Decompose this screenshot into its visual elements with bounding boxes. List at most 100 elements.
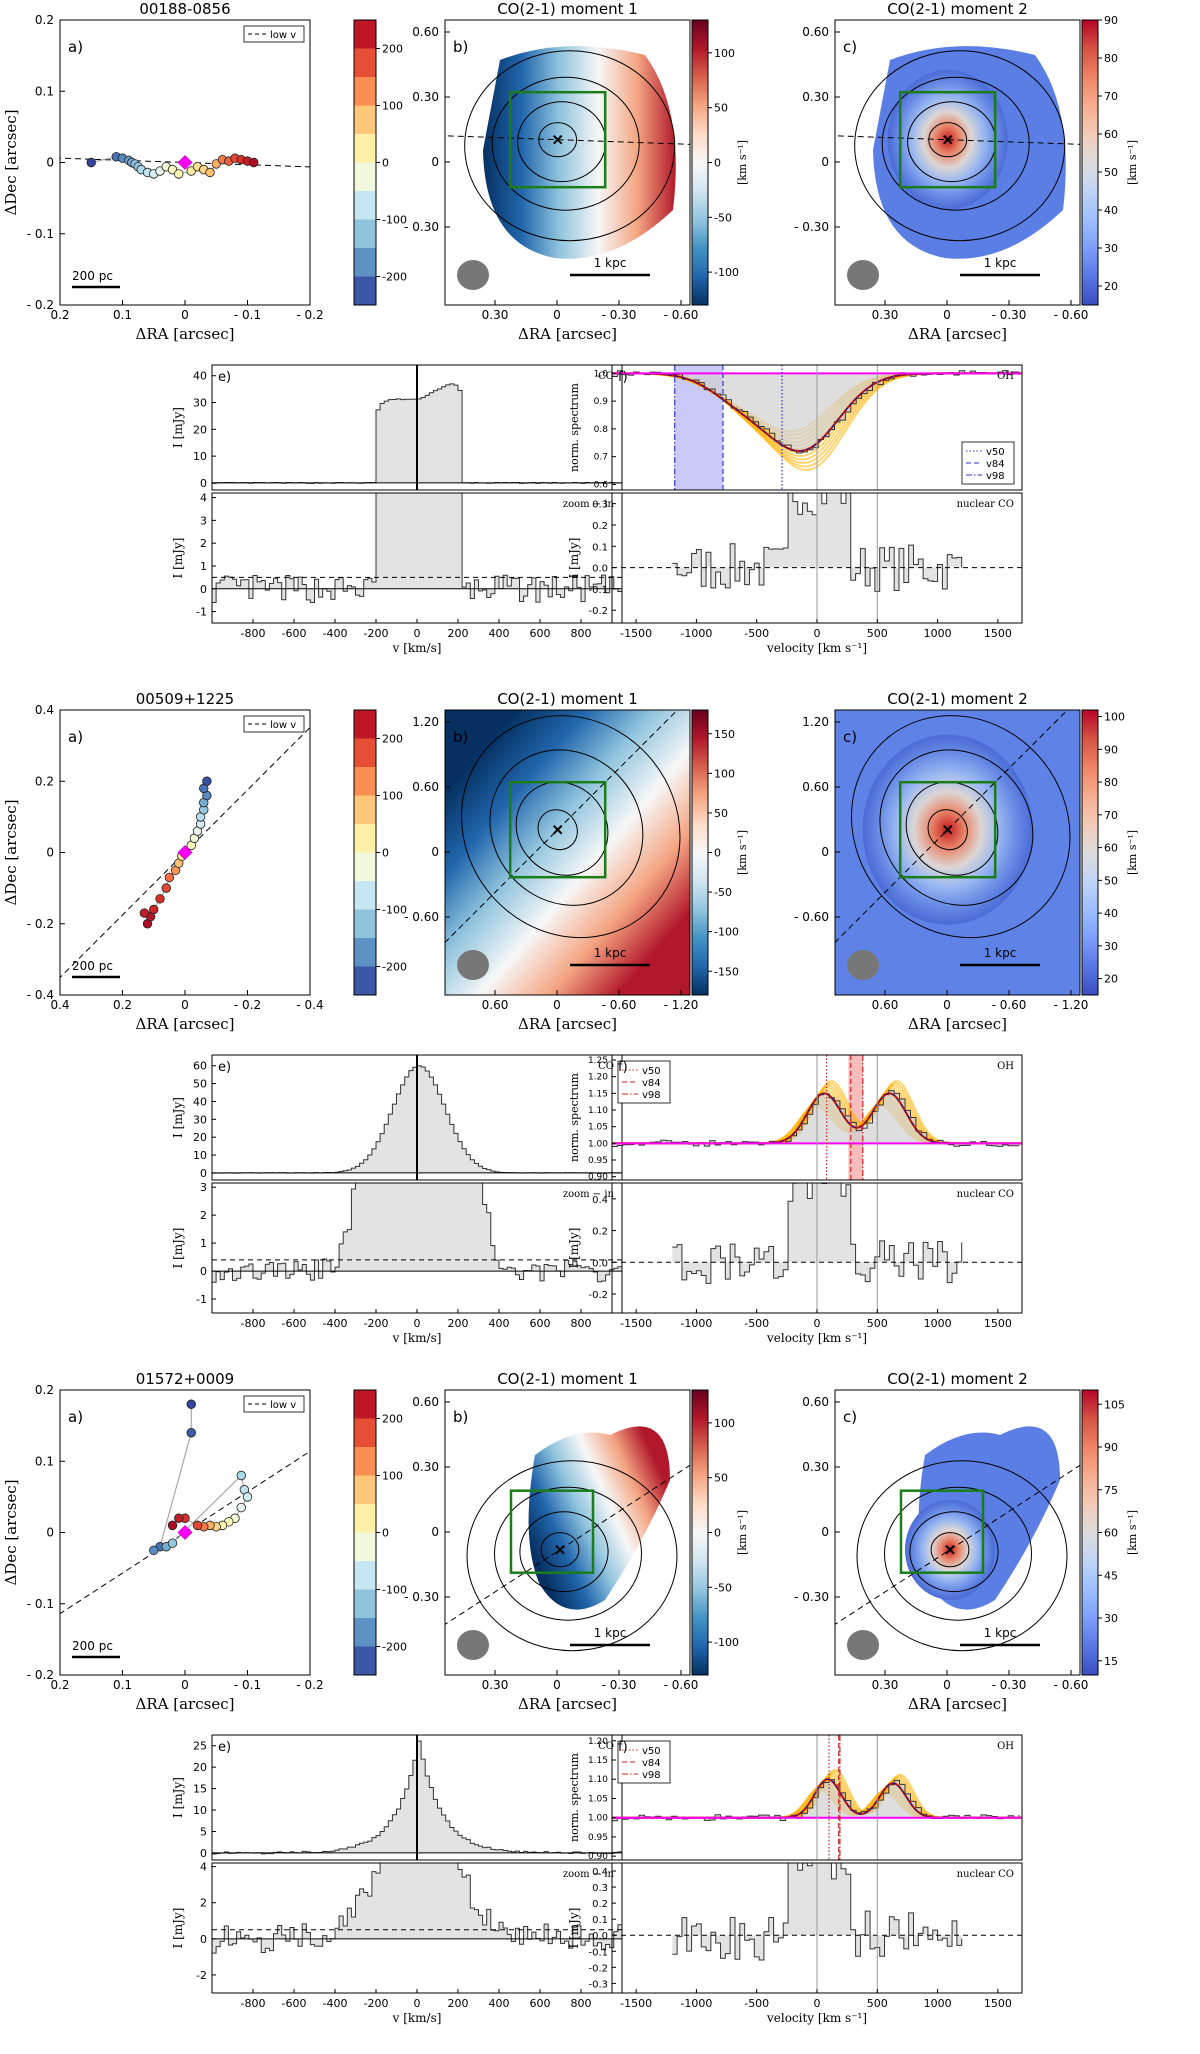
panel-tag: c) bbox=[843, 728, 857, 746]
y-axis-label: norm. spectrum bbox=[568, 1072, 581, 1162]
plot-area bbox=[60, 726, 310, 979]
y-tick-label: -0.2 bbox=[588, 606, 608, 617]
x-tick-label: - 1.20 bbox=[1054, 998, 1089, 1012]
y-tick-label: 20 bbox=[193, 423, 207, 436]
colorbar-frame bbox=[1081, 19, 1099, 306]
y-tick-label: 0.8 bbox=[594, 425, 609, 435]
scale-bar-label: 1 kpc bbox=[594, 946, 627, 960]
x-tick-label: 0 bbox=[414, 1997, 421, 2010]
panel-title: CO(2-1) moment 2 bbox=[887, 690, 1028, 708]
flux-contour bbox=[909, 1511, 999, 1593]
colorbar-frame bbox=[1081, 709, 1099, 996]
colorbar-tick-label: -50 bbox=[714, 1581, 732, 1594]
x-tick-label: -1500 bbox=[620, 1317, 652, 1330]
plot-area bbox=[60, 1399, 310, 1615]
panel-tag: f) bbox=[618, 370, 628, 385]
panel-tag: a) bbox=[68, 728, 83, 746]
flux-contour bbox=[881, 76, 1030, 211]
legend-label: v98 bbox=[642, 1770, 661, 1781]
legend-box bbox=[243, 1395, 305, 1413]
data-point bbox=[86, 157, 96, 168]
colorbar-label: [km s⁻¹] bbox=[1126, 1510, 1139, 1555]
spectrum-bottom bbox=[212, 1183, 622, 1283]
y-tick-label: 1.20 bbox=[412, 715, 439, 729]
beam-ellipse bbox=[457, 1630, 489, 1660]
y-tick-label: 0 bbox=[200, 477, 207, 490]
x-tick-label: -1500 bbox=[620, 627, 652, 640]
y-tick-label: 0.3 bbox=[592, 1883, 608, 1894]
spectrum-top bbox=[212, 365, 622, 490]
legend-label: low v bbox=[270, 720, 296, 731]
colorbar-label: [km s⁻¹] bbox=[736, 140, 749, 185]
x-tick-label: -400 bbox=[323, 1997, 348, 2010]
data-point bbox=[149, 904, 159, 915]
panel-tag: e) bbox=[218, 1060, 231, 1075]
data-point bbox=[161, 883, 171, 893]
colorbar-tick-label: -200 bbox=[382, 1641, 407, 1654]
y-tick-label: 0.60 bbox=[802, 25, 829, 39]
colorbar-segment bbox=[354, 1561, 376, 1590]
map-area bbox=[445, 1426, 690, 1660]
x-tick-label: 0.30 bbox=[872, 1678, 899, 1692]
colorbar-segment bbox=[354, 1618, 376, 1647]
y-tick-label: 3 bbox=[200, 514, 207, 527]
y-tick-label: 0 bbox=[46, 1526, 54, 1540]
x-tick-label: 0 bbox=[181, 308, 189, 322]
y-tick-label: - 0.30 bbox=[794, 1590, 829, 1604]
y-tick-label: - 0.4 bbox=[27, 988, 54, 1002]
beam-ellipse bbox=[847, 260, 879, 290]
y-tick-label: 20 bbox=[193, 1131, 207, 1144]
scale-bar-label: 200 pc bbox=[72, 1639, 113, 1653]
nuclear-co-spectrum bbox=[612, 1183, 1022, 1313]
x-axis-label: ΔRA [arcsec] bbox=[518, 325, 617, 343]
colorbar-tick-label: 90 bbox=[1104, 1441, 1118, 1454]
x-tick-label: 0.60 bbox=[872, 998, 899, 1012]
y-tick-label: 0.0 bbox=[592, 564, 608, 575]
y-tick-label: 0 bbox=[821, 155, 829, 169]
colorbar-label: [km s⁻¹] bbox=[736, 1510, 749, 1555]
y-axis-label: I [mJy] bbox=[171, 1777, 185, 1818]
x-tick-label: 0 bbox=[553, 1678, 561, 1692]
y-tick-label: 0.2 bbox=[35, 774, 54, 788]
data-point bbox=[242, 1492, 253, 1502]
line-label: CO bbox=[598, 1741, 614, 1752]
panel-tag: e) bbox=[218, 1740, 231, 1755]
data-point bbox=[174, 169, 184, 179]
colorbar-tick-label: -100 bbox=[714, 1636, 739, 1649]
oh-spectrum bbox=[612, 1735, 1022, 1860]
y-tick-label: 25 bbox=[193, 1740, 207, 1753]
x-tick-label: 1500 bbox=[984, 627, 1012, 640]
colorbar-tick-label: 15 bbox=[1104, 1655, 1118, 1668]
panel-tag: f) bbox=[618, 1060, 628, 1075]
legend-label: v84 bbox=[986, 459, 1005, 470]
x-tick-label: 800 bbox=[571, 627, 592, 640]
legend-label: v98 bbox=[642, 1090, 661, 1101]
x-tick-label: 0 bbox=[414, 1317, 421, 1330]
x-tick-label: 600 bbox=[530, 627, 551, 640]
data-point bbox=[186, 1399, 196, 1409]
x-tick-label: 0.30 bbox=[482, 308, 509, 322]
spectrum-line bbox=[212, 1183, 622, 1283]
y-tick-label: 20 bbox=[193, 1761, 207, 1774]
colorbar-tick-label: 105 bbox=[1104, 1398, 1125, 1411]
x-tick-label: 1500 bbox=[984, 1317, 1012, 1330]
x-tick-label: - 0.30 bbox=[602, 308, 637, 322]
flux-contour bbox=[851, 715, 1071, 939]
x-tick-label: 0 bbox=[553, 998, 561, 1012]
x-tick-label: - 0.60 bbox=[664, 1678, 699, 1692]
y-tick-label: 1.15 bbox=[588, 1756, 608, 1766]
spectrum-line bbox=[672, 1863, 963, 1961]
x-tick-label: 0.2 bbox=[50, 1678, 69, 1692]
y-tick-label: 1.10 bbox=[588, 1106, 608, 1116]
colorbar-tick-label: 0 bbox=[714, 847, 721, 860]
line-label: nuclear CO bbox=[957, 499, 1014, 510]
panel-title: 00188-0856 bbox=[139, 0, 230, 18]
x-tick-label: 400 bbox=[489, 627, 510, 640]
colorbar-segment bbox=[354, 191, 376, 220]
colorbar-tick-label: 100 bbox=[714, 767, 735, 780]
y-tick-label: 0.4 bbox=[35, 703, 54, 717]
x-tick-label: 0.2 bbox=[50, 308, 69, 322]
